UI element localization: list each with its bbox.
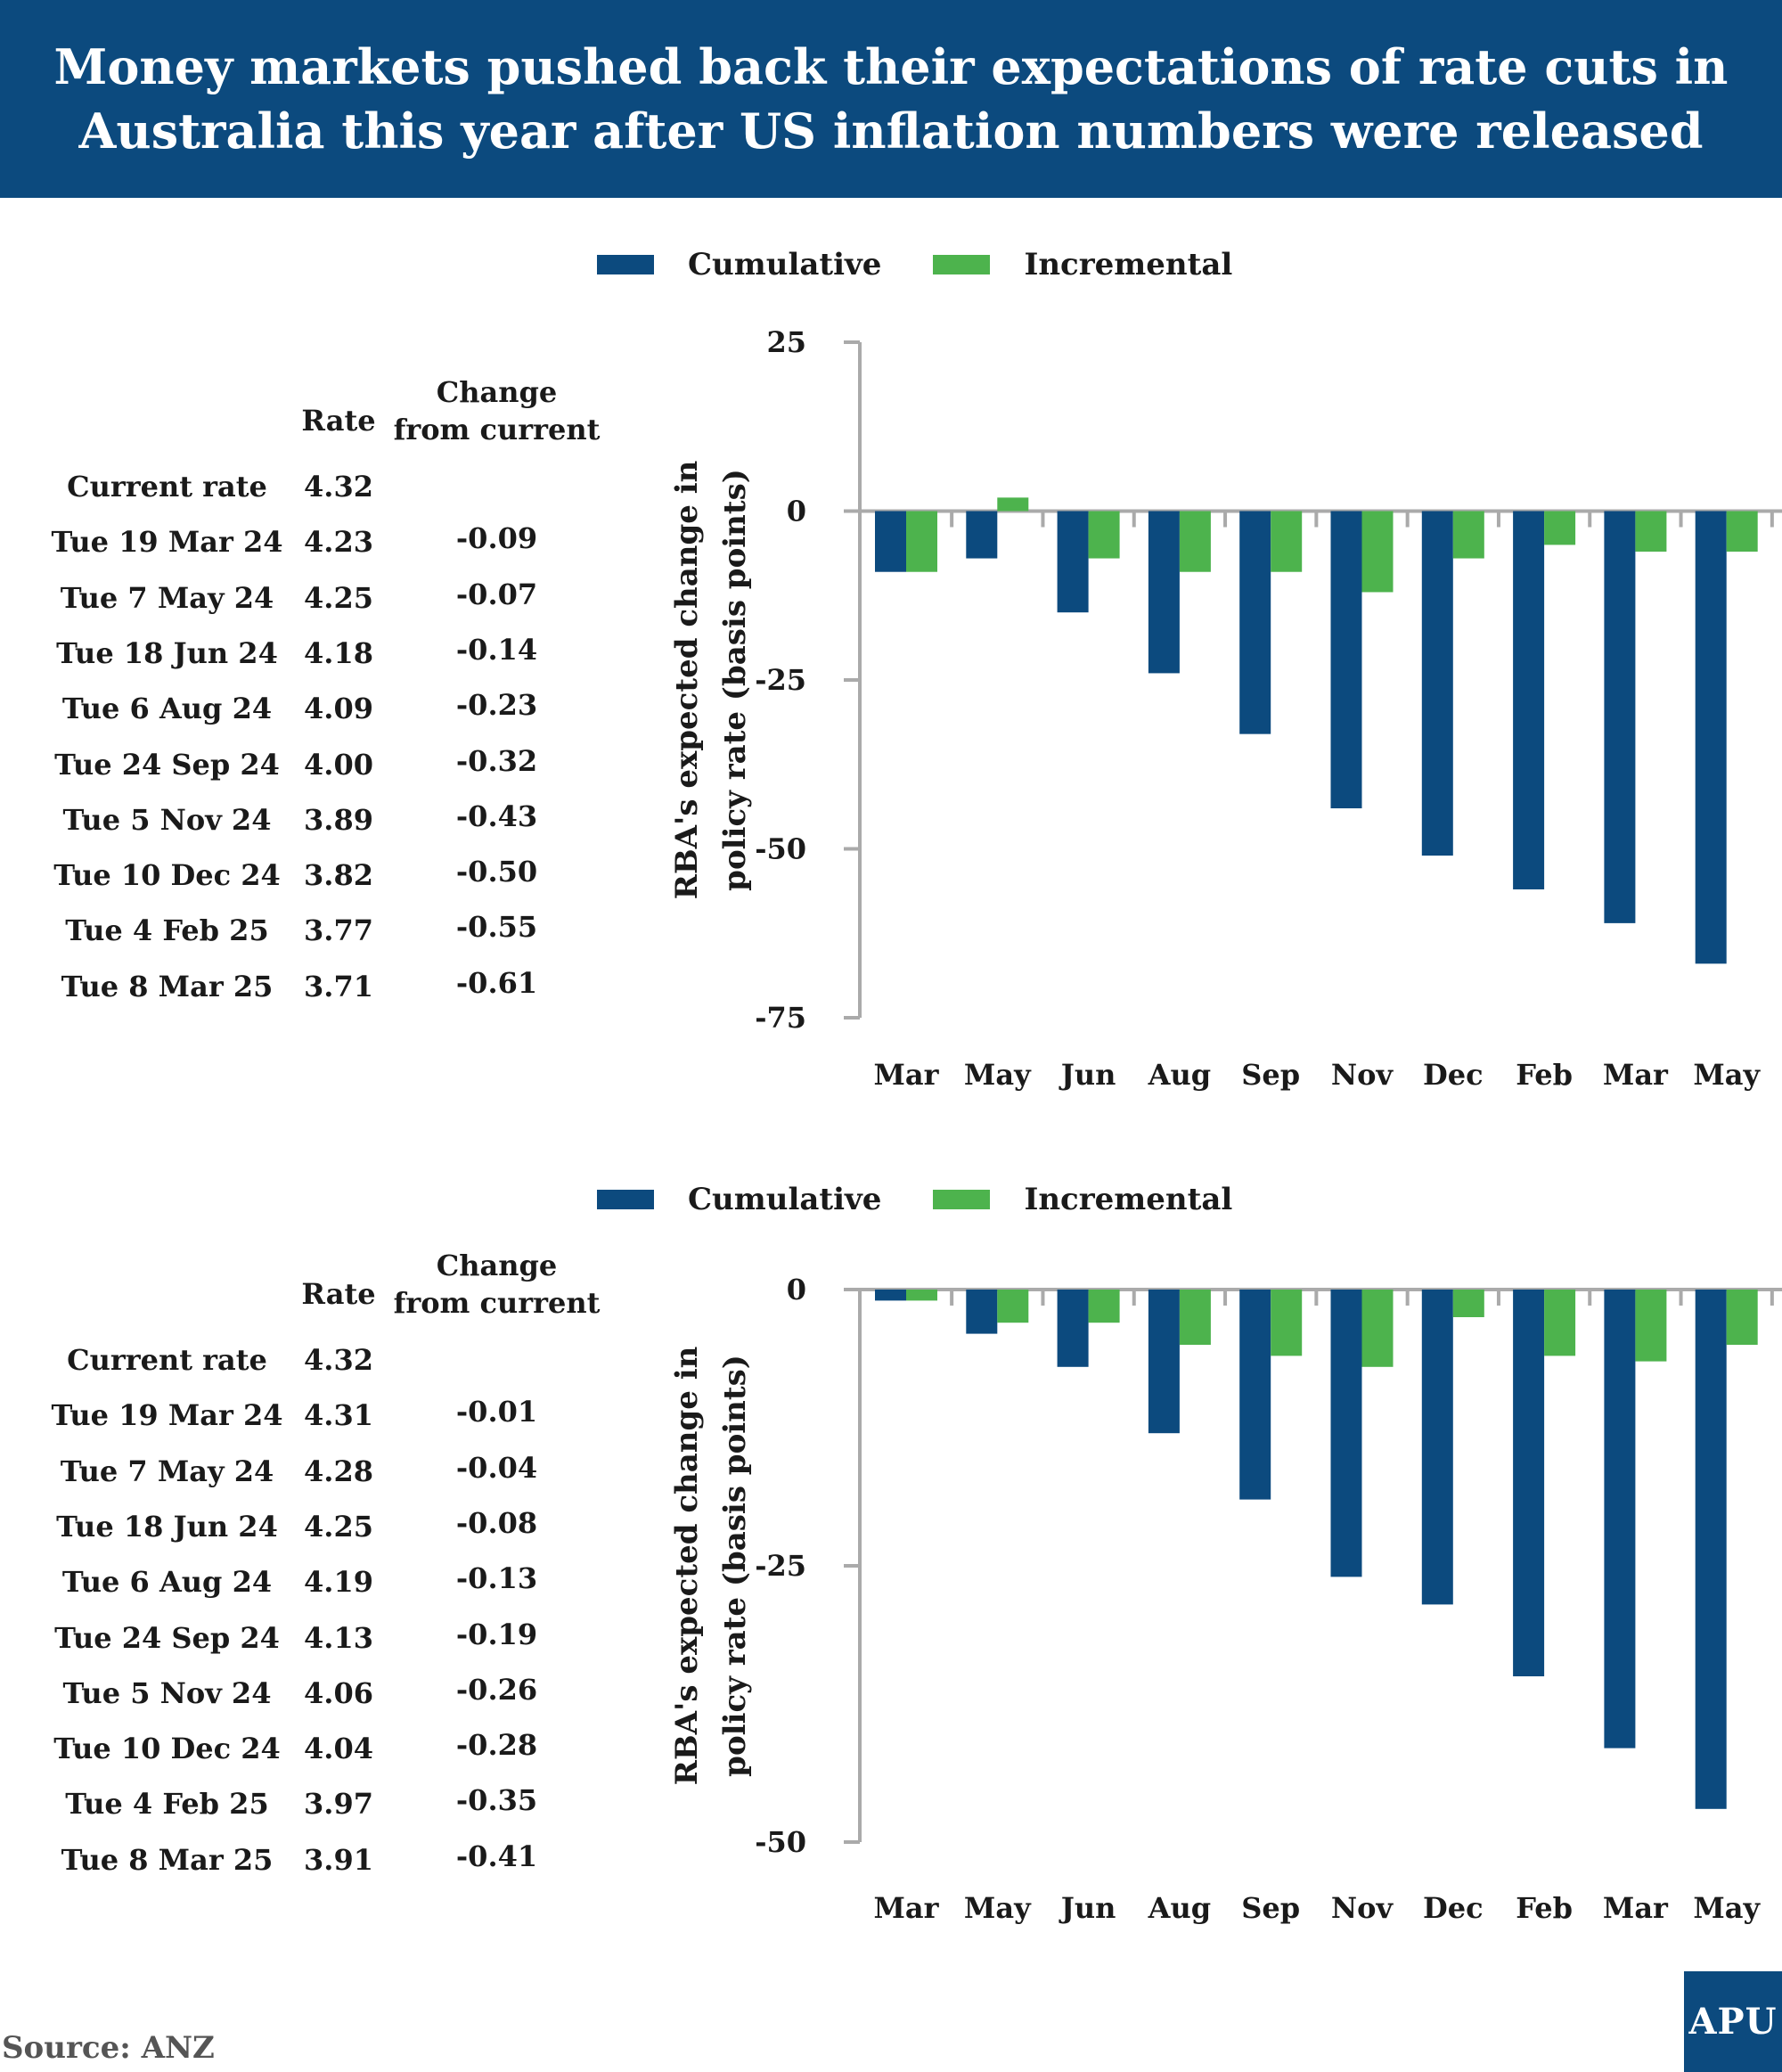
bar-cumulative	[966, 512, 997, 559]
x-tick-label: Sep	[1241, 1058, 1300, 1092]
bar-incremental	[1727, 512, 1758, 552]
bar-cumulative	[966, 1290, 997, 1334]
chart-panel-bottom: Cumulative Incremental Rate Change from …	[0, 1134, 1782, 1980]
x-tick-label: Dec	[1423, 1058, 1484, 1092]
x-tick-label: Jun	[1059, 1891, 1116, 1925]
bar-incremental	[1180, 1290, 1211, 1345]
bar-incremental	[1089, 512, 1120, 559]
bar-cumulative	[1331, 512, 1362, 809]
x-tick-label: May	[1693, 1891, 1761, 1925]
bar-incremental	[1635, 512, 1666, 552]
y-axis-label-line1: RBA's expected change in	[669, 1347, 705, 1786]
y-tick-label: -25	[755, 663, 806, 697]
chart-panel-top: Cumulative Incremental Rate Change from …	[0, 198, 1782, 1134]
bar-incremental	[1544, 1290, 1575, 1355]
bar-chart-top: 25 0 -25 -50 -75 Mar May Jun Aug Sep Nov Dec Feb Mar M…	[0, 198, 1782, 1134]
x-tick-label: Nov	[1331, 1891, 1394, 1925]
x-tick-label: Nov	[1331, 1058, 1394, 1092]
x-tick-label: Aug	[1148, 1058, 1211, 1092]
bar-cumulative	[1696, 1290, 1727, 1809]
bar-incremental	[1362, 1290, 1394, 1367]
header-banner: Money markets pushed back their expectat…	[0, 0, 1782, 198]
y-tick-label: -50	[755, 1825, 806, 1859]
y-tick-label: -75	[755, 1001, 806, 1035]
y-axis-label: RBA's expected change in policy rate (bas…	[669, 461, 753, 900]
x-tick-label: Mar	[1603, 1058, 1669, 1092]
y-tick-label: 0	[787, 495, 806, 528]
bar-cumulative	[1148, 1290, 1180, 1433]
y-axis-label-line1: RBA's expected change in	[669, 461, 705, 900]
y-tick-label: 0	[787, 1273, 806, 1306]
bar-incremental	[1271, 512, 1302, 572]
y-tick-label: 25	[766, 325, 806, 359]
x-tick-label: Mar	[873, 1058, 939, 1092]
bar-cumulative	[1422, 1290, 1453, 1604]
x-tick-label: Aug	[1148, 1891, 1211, 1925]
bar-incremental	[1635, 1290, 1666, 1362]
apu-logo: APU	[1684, 1971, 1782, 2072]
bar-cumulative	[1148, 512, 1180, 674]
x-tick-label: May	[964, 1891, 1032, 1925]
bar-incremental	[1362, 512, 1394, 593]
x-tick-label: Feb	[1516, 1891, 1573, 1925]
y-axis-label: RBA's expected change in policy rate (bas…	[669, 1347, 753, 1786]
bar-incremental	[1727, 1290, 1758, 1345]
y-axis-label-line2: policy rate (basis points)	[717, 1355, 753, 1777]
x-tick-label: Feb	[1516, 1058, 1573, 1092]
bar-cumulative	[1513, 512, 1544, 889]
bar-cumulative	[1422, 512, 1453, 856]
bar-incremental	[997, 1290, 1028, 1323]
bar-cumulative	[1058, 1290, 1089, 1367]
y-axis-label-line2: policy rate (basis points)	[717, 469, 753, 891]
x-tick-label: Mar	[1603, 1891, 1669, 1925]
bar-cumulative	[1239, 1290, 1271, 1500]
source-note: Source: ANZ	[2, 2030, 215, 2066]
bar-incremental	[997, 497, 1028, 511]
bar-incremental	[1089, 1290, 1120, 1323]
bar-incremental	[1544, 512, 1575, 545]
bar-cumulative	[1513, 1290, 1544, 1676]
x-tick-label: May	[1693, 1058, 1761, 1092]
bar-cumulative	[1604, 1290, 1635, 1749]
x-tick-label: Jun	[1059, 1058, 1116, 1092]
bar-incremental	[906, 512, 937, 572]
bar-cumulative	[875, 1290, 906, 1300]
bar-incremental	[1271, 1290, 1302, 1355]
bar-incremental	[1453, 1290, 1484, 1317]
bar-incremental	[906, 1290, 937, 1300]
bar-incremental	[1180, 512, 1211, 572]
bar-cumulative	[1696, 512, 1727, 964]
bar-cumulative	[1604, 512, 1635, 923]
x-tick-label: May	[964, 1058, 1032, 1092]
bar-cumulative	[1058, 512, 1089, 613]
y-tick-label: -50	[755, 832, 806, 866]
bar-cumulative	[1239, 512, 1271, 734]
x-tick-label: Mar	[873, 1891, 939, 1925]
y-tick-label: -25	[755, 1549, 806, 1583]
x-tick-label: Sep	[1241, 1891, 1300, 1925]
page-title: Money markets pushed back their expectat…	[45, 35, 1737, 163]
bar-cumulative	[1331, 1290, 1362, 1577]
bar-cumulative	[875, 512, 906, 572]
bar-incremental	[1453, 512, 1484, 559]
x-tick-label: Dec	[1423, 1891, 1484, 1925]
bar-chart-bottom: 0 -25 -50 Mar May Jun Aug Sep Nov Dec Feb Mar May RBA…	[0, 1134, 1782, 1980]
